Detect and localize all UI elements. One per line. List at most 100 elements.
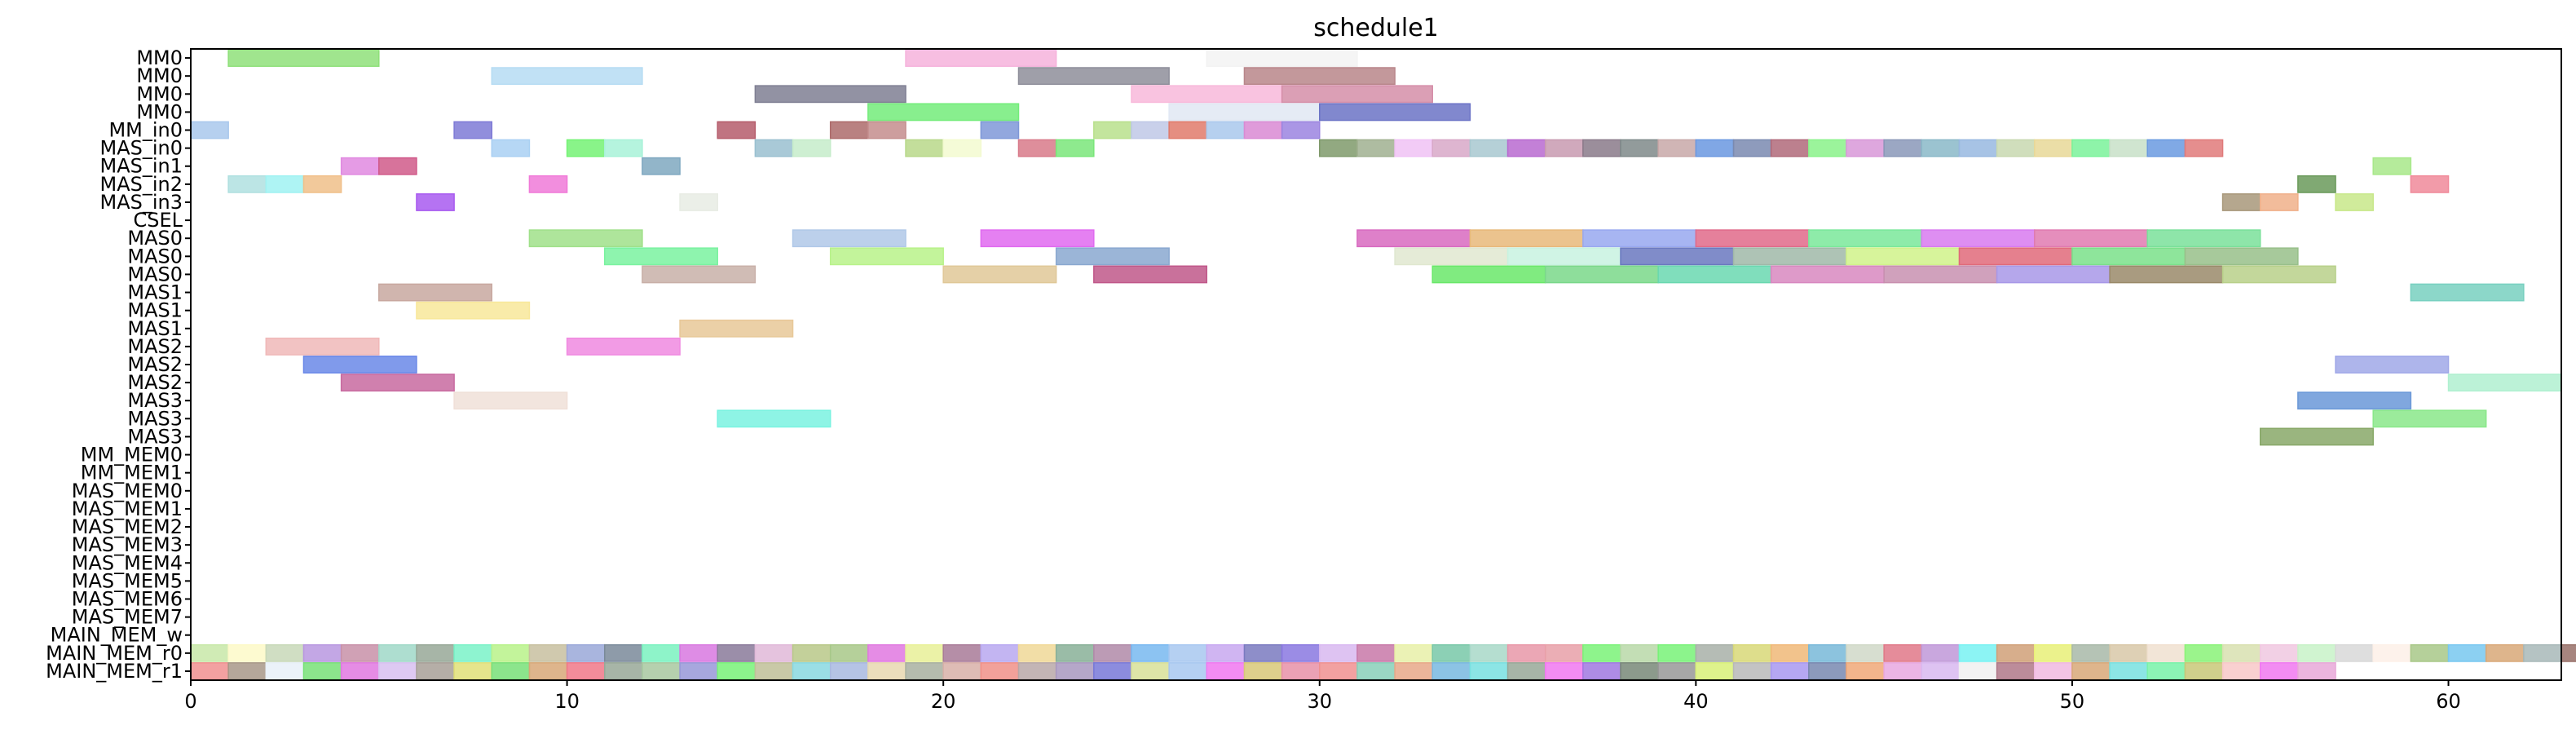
task-bar-63 <box>2297 175 2336 193</box>
task-bar-34 <box>1356 139 1396 157</box>
mem-r1-bar-45 <box>1883 662 1923 680</box>
mem-r1-bar-20 <box>942 662 982 680</box>
mem-w-bar-42 <box>1770 643 1810 662</box>
mem-r1-bar-54 <box>2221 662 2261 680</box>
y-tick-label: MAIN_MEM_r1 <box>46 660 183 683</box>
task-bar-12 <box>190 121 229 139</box>
x-tick-label: 60 <box>2436 690 2461 713</box>
mem-w-bar-52 <box>2146 643 2186 662</box>
y-tick-label: MAS_in0 <box>99 137 183 160</box>
task-bar-78 <box>1695 229 1810 248</box>
mem-r1-bar-14 <box>717 662 756 680</box>
y-tick-label: MAS_MEM2 <box>72 515 183 538</box>
task-bar-1 <box>905 49 1057 67</box>
task-bar-83 <box>603 247 718 266</box>
y-tick-label: MAS_MEM1 <box>72 497 183 520</box>
mem-w-bar-48 <box>1996 643 2036 662</box>
task-bar-99 <box>1657 265 1772 284</box>
mem-r1-bar-55 <box>2259 662 2299 680</box>
mem-r1-bar-15 <box>754 662 794 680</box>
mem-r1-bar-16 <box>792 662 831 680</box>
task-bar-101 <box>1883 265 1998 284</box>
mem-r1-bar-6 <box>416 662 455 680</box>
y-tick-label: MAIN_MEM_r0 <box>46 642 183 665</box>
x-tick-label: 10 <box>554 690 580 713</box>
mem-r1-bar-50 <box>2071 662 2111 680</box>
mem-r1-bar-21 <box>980 662 1020 680</box>
mem-w-bar-57 <box>2335 643 2374 662</box>
task-bar-88 <box>1620 247 1735 266</box>
mem-r1-bar-31 <box>1356 662 1396 680</box>
mem-r1-bar-25 <box>1131 662 1170 680</box>
task-bar-97 <box>1431 265 1546 284</box>
mem-r1-bar-40 <box>1695 662 1735 680</box>
mem-w-bar-21 <box>980 643 1020 662</box>
task-bar-75 <box>1356 229 1471 248</box>
mem-r1-bar-37 <box>1582 662 1621 680</box>
x-tick-label: 50 <box>2060 690 2085 713</box>
mem-w-bar-43 <box>1808 643 1847 662</box>
y-tick-label: MAS2 <box>127 371 183 394</box>
task-bar-62 <box>528 175 568 193</box>
task-bar-44 <box>1732 139 1772 157</box>
task-bar-16 <box>867 121 906 139</box>
y-tick-label: MAS0 <box>127 263 183 285</box>
y-tick-label: MM_MEM1 <box>81 462 183 484</box>
task-bar-59 <box>227 175 267 193</box>
task-bar-22 <box>1243 121 1283 139</box>
mem-r1-bar-56 <box>2297 662 2336 680</box>
task-bar-19 <box>1131 121 1170 139</box>
y-tick-label: MAS1 <box>127 281 183 304</box>
mem-w-bar-25 <box>1131 643 1170 662</box>
task-bar-41 <box>1620 139 1659 157</box>
task-bar-93 <box>2184 247 2299 266</box>
mem-r1-bar-7 <box>453 662 493 680</box>
y-tick-label: MM0 <box>136 64 183 87</box>
mem-r1-bar-52 <box>2146 662 2186 680</box>
y-tick-label: MAS_in2 <box>99 173 183 196</box>
mem-w-bar-32 <box>1394 643 1433 662</box>
task-bar-84 <box>829 247 944 266</box>
y-tick-label: MM0 <box>136 46 183 69</box>
task-bar-64 <box>2410 175 2450 193</box>
task-bar-30 <box>942 139 982 157</box>
task-bar-58 <box>2372 157 2412 175</box>
mem-r1-bar-32 <box>1394 662 1433 680</box>
task-bar-117 <box>717 409 831 428</box>
task-bar-87 <box>1506 247 1621 266</box>
mem-r1-bar-11 <box>603 662 643 680</box>
task-bar-6 <box>754 85 906 104</box>
mem-r1-bar-18 <box>867 662 906 680</box>
mem-w-bar-7 <box>453 643 493 662</box>
task-bar-31 <box>1017 139 1057 157</box>
mem-w-bar-51 <box>2109 643 2149 662</box>
task-bar-115 <box>453 391 568 410</box>
mem-r1-bar-12 <box>642 662 681 680</box>
task-bar-113 <box>340 374 455 392</box>
task-bar-28 <box>792 139 831 157</box>
mem-r1-bar-41 <box>1732 662 1772 680</box>
mem-w-bar-33 <box>1431 643 1471 662</box>
task-bar-79 <box>1808 229 1923 248</box>
task-bar-105 <box>378 283 493 302</box>
mem-w-bar-63 <box>2561 643 2576 662</box>
mem-w-bar-50 <box>2071 643 2111 662</box>
y-tick-label: MAS1 <box>127 317 183 340</box>
y-tick-label: MAS3 <box>127 407 183 430</box>
task-bars <box>190 49 2576 680</box>
task-bar-32 <box>1055 139 1095 157</box>
y-tick-label: MAS_in3 <box>99 191 183 214</box>
y-tick-label: MAS1 <box>127 299 183 322</box>
task-bar-43 <box>1695 139 1735 157</box>
mem-r1-bar-22 <box>1017 662 1057 680</box>
mem-w-bar-27 <box>1206 643 1246 662</box>
mem-r1-bar-3 <box>302 662 342 680</box>
mem-r1-bar-47 <box>1958 662 1998 680</box>
mem-r1-bar-17 <box>829 662 869 680</box>
mem-r1-bar-2 <box>265 662 305 680</box>
task-bar-76 <box>1469 229 1584 248</box>
task-bar-52 <box>2034 139 2073 157</box>
mem-r1-bar-44 <box>1846 662 1885 680</box>
mem-r1-bar-8 <box>491 662 531 680</box>
y-tick-label: MAS_MEM3 <box>72 533 183 556</box>
